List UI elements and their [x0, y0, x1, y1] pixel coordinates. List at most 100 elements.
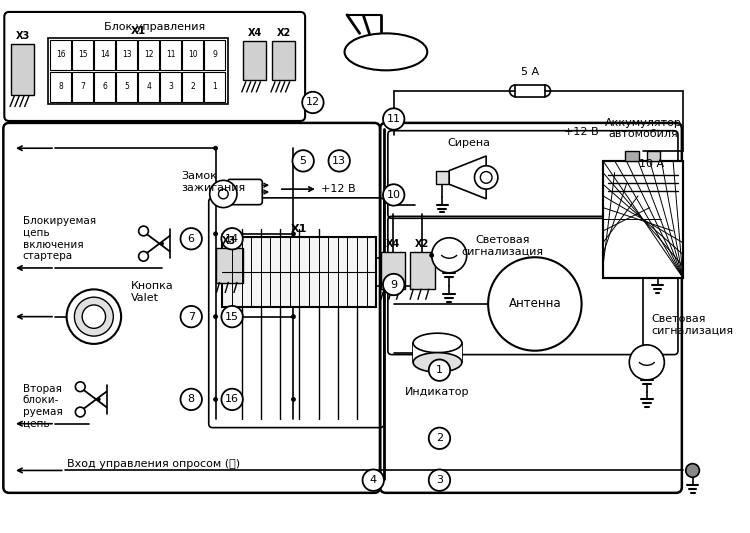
Text: X2: X2 — [277, 28, 291, 38]
Circle shape — [181, 389, 202, 410]
Circle shape — [160, 241, 164, 246]
Circle shape — [429, 359, 450, 381]
Bar — [204, 40, 225, 70]
Circle shape — [218, 189, 228, 199]
Text: Световая
сигнализация: Световая сигнализация — [652, 313, 734, 335]
Bar — [272, 41, 296, 80]
Text: Вторая
блоки-
руемая
цепь: Вторая блоки- руемая цепь — [22, 384, 62, 429]
Bar — [72, 72, 93, 102]
Circle shape — [292, 150, 314, 172]
Text: 11: 11 — [387, 114, 400, 124]
Text: Кнопка
Valet: Кнопка Valet — [130, 281, 173, 303]
Text: Замок
зажигания: Замок зажигания — [182, 172, 246, 193]
Circle shape — [480, 172, 492, 183]
Text: 10: 10 — [188, 50, 197, 59]
Circle shape — [362, 470, 384, 491]
Text: 7: 7 — [188, 312, 195, 321]
Text: 10: 10 — [387, 190, 400, 200]
Text: Световая
сигнализация: Световая сигнализация — [462, 235, 544, 256]
Text: Блок управления: Блок управления — [104, 22, 206, 31]
Circle shape — [210, 180, 237, 208]
Bar — [138, 40, 159, 70]
Text: X4: X4 — [248, 28, 262, 38]
Text: 7: 7 — [80, 83, 85, 91]
Text: 14: 14 — [225, 234, 239, 244]
FancyBboxPatch shape — [4, 12, 305, 121]
Text: 1: 1 — [436, 365, 443, 375]
Polygon shape — [449, 156, 486, 199]
Bar — [603, 161, 682, 278]
Text: Аккумулятор
автомобиля: Аккумулятор автомобиля — [604, 118, 681, 140]
Circle shape — [97, 398, 100, 401]
Text: 11: 11 — [166, 50, 176, 59]
Ellipse shape — [344, 34, 427, 70]
Bar — [515, 85, 544, 96]
Circle shape — [291, 397, 296, 402]
Circle shape — [213, 314, 218, 319]
Circle shape — [429, 470, 450, 491]
Bar — [626, 151, 639, 161]
Text: +12 В: +12 В — [321, 184, 356, 194]
Bar — [637, 176, 666, 188]
Text: +12 В: +12 В — [563, 127, 598, 136]
Bar — [160, 40, 182, 70]
Bar — [603, 161, 682, 278]
Bar — [413, 343, 462, 362]
Circle shape — [213, 146, 218, 151]
Bar — [50, 40, 71, 70]
Circle shape — [328, 150, 350, 172]
Bar — [116, 40, 137, 70]
Text: 5: 5 — [300, 156, 307, 166]
Bar — [116, 72, 137, 102]
Text: 8: 8 — [58, 83, 63, 91]
Circle shape — [139, 252, 148, 261]
Bar — [160, 72, 182, 102]
Text: 2: 2 — [190, 83, 195, 91]
Text: 4: 4 — [370, 475, 376, 485]
Text: 6: 6 — [102, 83, 107, 91]
Circle shape — [75, 407, 85, 417]
Text: 6: 6 — [188, 234, 195, 244]
Text: 15: 15 — [225, 312, 239, 321]
Bar — [182, 40, 203, 70]
Bar — [410, 253, 434, 289]
Text: 14: 14 — [100, 50, 109, 59]
Bar — [215, 248, 243, 282]
Ellipse shape — [413, 333, 462, 353]
Circle shape — [221, 389, 243, 410]
Circle shape — [686, 464, 700, 477]
Text: Индикатор: Индикатор — [405, 387, 470, 397]
Circle shape — [429, 427, 450, 449]
Bar — [243, 41, 266, 80]
Circle shape — [383, 184, 404, 206]
Bar — [94, 72, 116, 102]
Text: 12: 12 — [144, 50, 154, 59]
Ellipse shape — [413, 353, 462, 372]
Circle shape — [75, 382, 85, 392]
Circle shape — [221, 306, 243, 327]
Bar — [381, 253, 406, 289]
Circle shape — [429, 253, 434, 258]
Circle shape — [383, 108, 404, 130]
Text: X1: X1 — [291, 224, 308, 234]
Text: Блокируемая
цепь
включения
стартера: Блокируемая цепь включения стартера — [22, 216, 96, 261]
Bar — [182, 72, 203, 102]
Text: 12: 12 — [306, 98, 320, 108]
Text: 5 А: 5 А — [521, 67, 539, 77]
Circle shape — [629, 345, 664, 380]
Text: 3: 3 — [168, 83, 173, 91]
Bar — [11, 44, 34, 95]
Circle shape — [488, 257, 581, 351]
Text: 8: 8 — [188, 394, 195, 405]
Circle shape — [291, 231, 296, 236]
Text: 3: 3 — [436, 475, 443, 485]
Text: 9: 9 — [390, 279, 398, 289]
Bar — [138, 72, 159, 102]
Circle shape — [82, 305, 106, 328]
Text: 16: 16 — [225, 394, 239, 405]
Circle shape — [213, 231, 218, 236]
Bar — [72, 40, 93, 70]
Bar — [204, 72, 225, 102]
Text: Вход управления опросом (⎺): Вход управления опросом (⎺) — [67, 459, 240, 470]
FancyBboxPatch shape — [227, 180, 262, 205]
